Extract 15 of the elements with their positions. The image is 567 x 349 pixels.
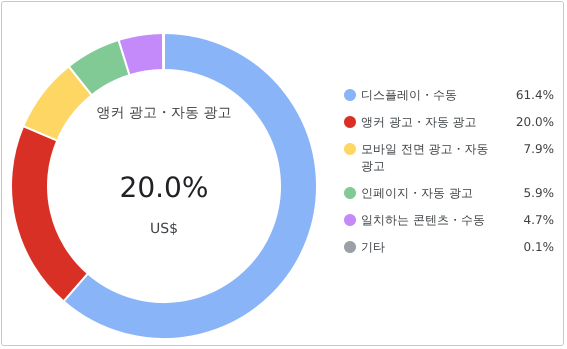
data-label: 5.9% [522,185,554,202]
data-label: 0.1% [522,239,554,256]
legend-label: 앵커 광고・자동 광고 [361,114,478,131]
data-label: 4.7% [522,212,554,229]
legend-label: 기타 [361,239,386,256]
legend-label: 모바일 전면 광고・자동 광고 [361,141,490,175]
text: 앵커 광고・자동 광고 [96,104,232,123]
legend-label: 디스플레이・수동 [361,87,458,104]
data-label: 7.9% [522,141,554,158]
legend-label: 일치하는 콘텐츠・수동 [361,212,486,229]
text: US$ [148,220,180,238]
data-label: 20.0% [514,114,554,131]
text: 20.0% [118,171,210,204]
legend-label: 인페이지・자동 광고 [361,185,474,202]
data-label: 61.4% [514,87,554,104]
